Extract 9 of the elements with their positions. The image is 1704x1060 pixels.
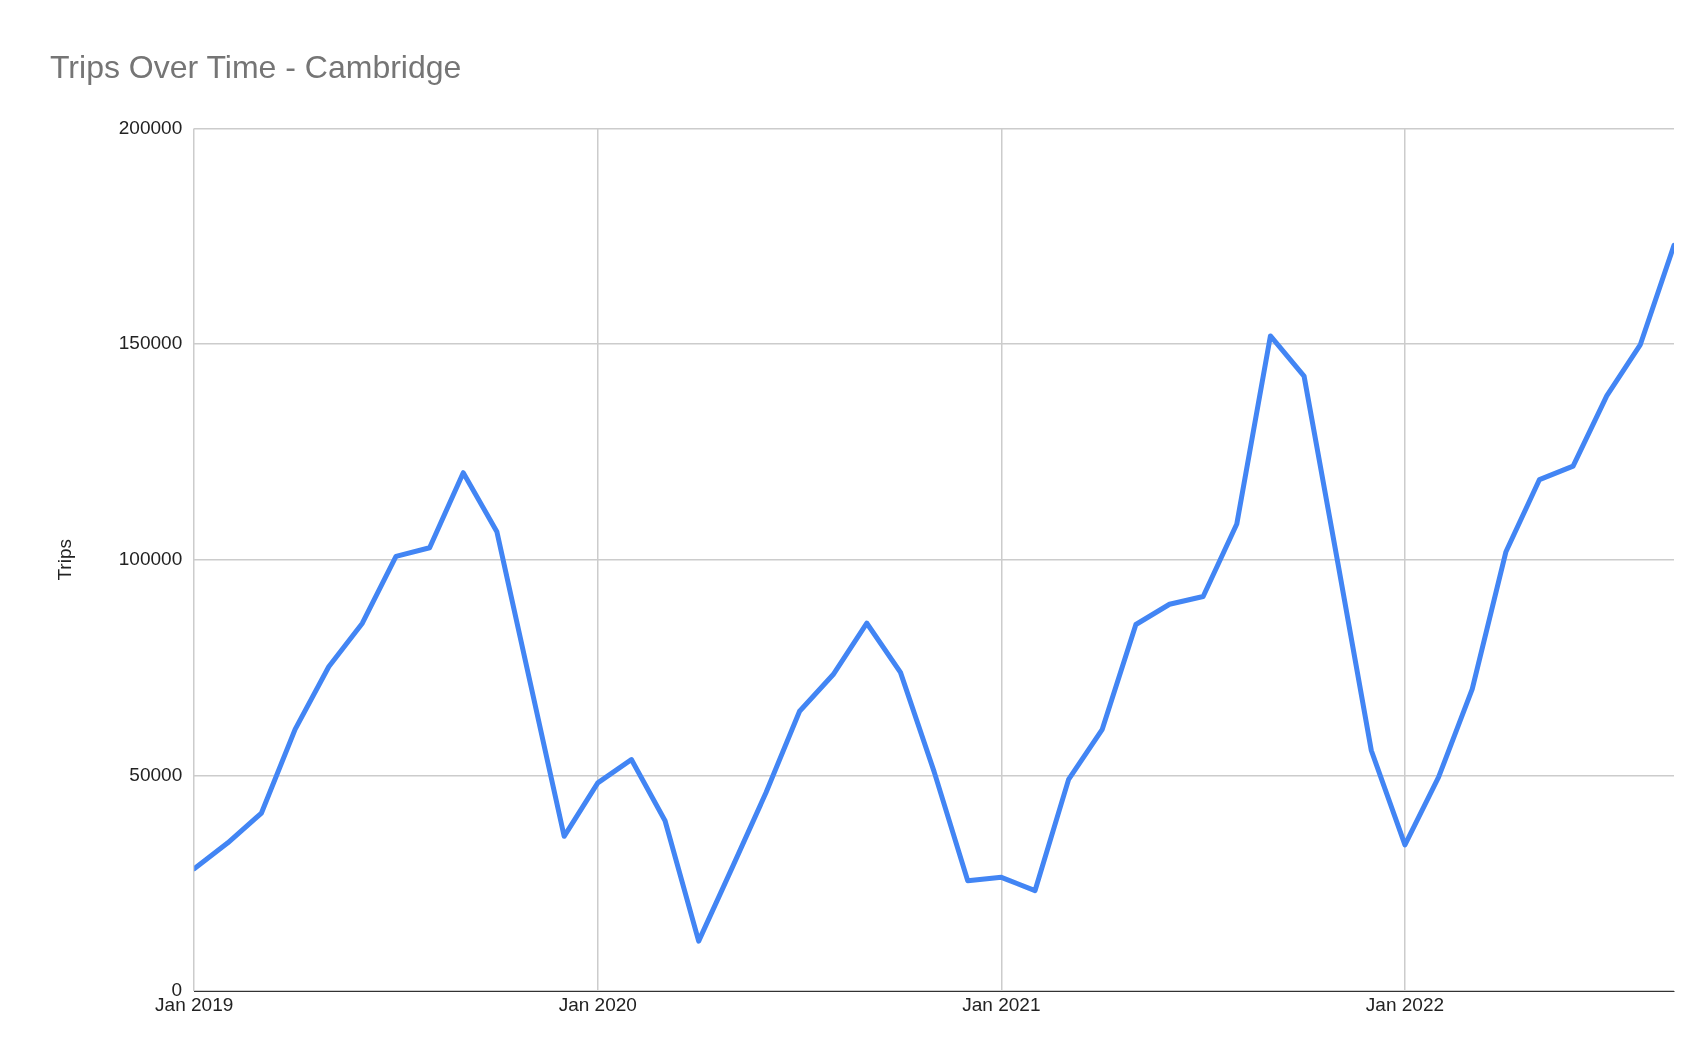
chart-title: Trips Over Time - Cambridge	[50, 49, 462, 86]
x-tick-label: Jan 2020	[558, 993, 637, 1015]
y-tick-label: 100000	[118, 548, 183, 570]
x-tick-label: Jan 2022	[1365, 993, 1445, 1015]
y-tick-label: 50000	[129, 763, 183, 785]
y-tick-label: 150000	[118, 332, 183, 354]
y-tick-label: 200000	[118, 116, 183, 138]
x-tick-label: Jan 2021	[962, 993, 1041, 1015]
y-axis-title: Trips	[53, 539, 75, 581]
